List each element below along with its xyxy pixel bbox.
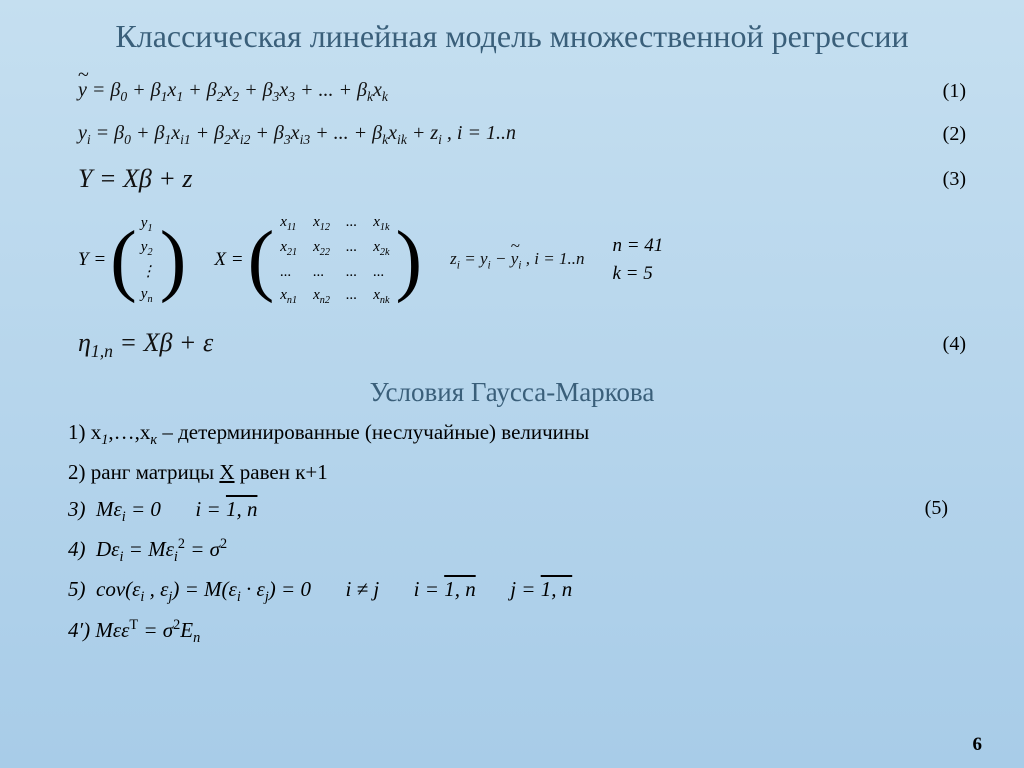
slide-title: Классическая линейная модель множественн… bbox=[28, 18, 996, 55]
equation-2: yi = β0 + β1xi1 + β2xi2 + β3xi3 + ... + … bbox=[78, 120, 516, 149]
matrix-Y: Y = ( y1 y2 ⋮ yn ) bbox=[78, 210, 186, 309]
equation-1: ~y = β0 + β1x1 + β2x2 + β3x3 + ... + βkx… bbox=[78, 77, 388, 106]
equation-4-row: η1,n = Xβ + ε (4) bbox=[28, 326, 996, 363]
params: n = 41 k = 5 bbox=[612, 235, 663, 285]
condition-4-prime: 4′) MεεT = σ2En bbox=[28, 616, 996, 648]
param-n: n = 41 bbox=[612, 235, 663, 257]
equation-3: Y = Xβ + z bbox=[78, 162, 193, 196]
equation-4: η1,n = Xβ + ε bbox=[78, 326, 213, 363]
conditions-title: Условия Гаусса-Маркова bbox=[28, 377, 996, 408]
matrix-definitions: Y = ( y1 y2 ⋮ yn ) X = ( x11x12...x1k x2… bbox=[28, 210, 996, 309]
condition-1: 1) x1,…,xк – детерминированные (неслучай… bbox=[28, 418, 996, 450]
eq-num-3: (3) bbox=[943, 168, 966, 191]
page-number: 6 bbox=[973, 734, 983, 756]
eq-num-1: (1) bbox=[943, 80, 966, 103]
condition-4: 4) Dεi = Mεi2 = σ2 bbox=[28, 535, 996, 567]
eq-num-4: (4) bbox=[943, 333, 966, 356]
eq-num-5: (5) bbox=[925, 495, 948, 522]
z-definition: zi = yi − ~yi , i = 1..n bbox=[450, 248, 584, 272]
equation-2-row: yi = β0 + β1xi1 + β2xi2 + β3xi3 + ... + … bbox=[28, 120, 996, 149]
equation-1-row: ~y = β0 + β1x1 + β2x2 + β3x3 + ... + βkx… bbox=[28, 77, 996, 106]
param-k: k = 5 bbox=[612, 263, 663, 285]
condition-5: 5) cov(εi , εj) = M(εi · εj) = 0 i ≠ j i… bbox=[28, 575, 996, 607]
condition-3: 3) Mεi = 0 i = 1, n (5) bbox=[28, 495, 996, 527]
equation-3-row: Y = Xβ + z (3) bbox=[28, 162, 996, 196]
matrix-X: X = ( x11x12...x1k x21x22...x2k ........… bbox=[214, 212, 422, 308]
condition-2: 2) ранг матрицы X равен к+1 bbox=[28, 458, 996, 486]
eq-num-2: (2) bbox=[943, 123, 966, 146]
